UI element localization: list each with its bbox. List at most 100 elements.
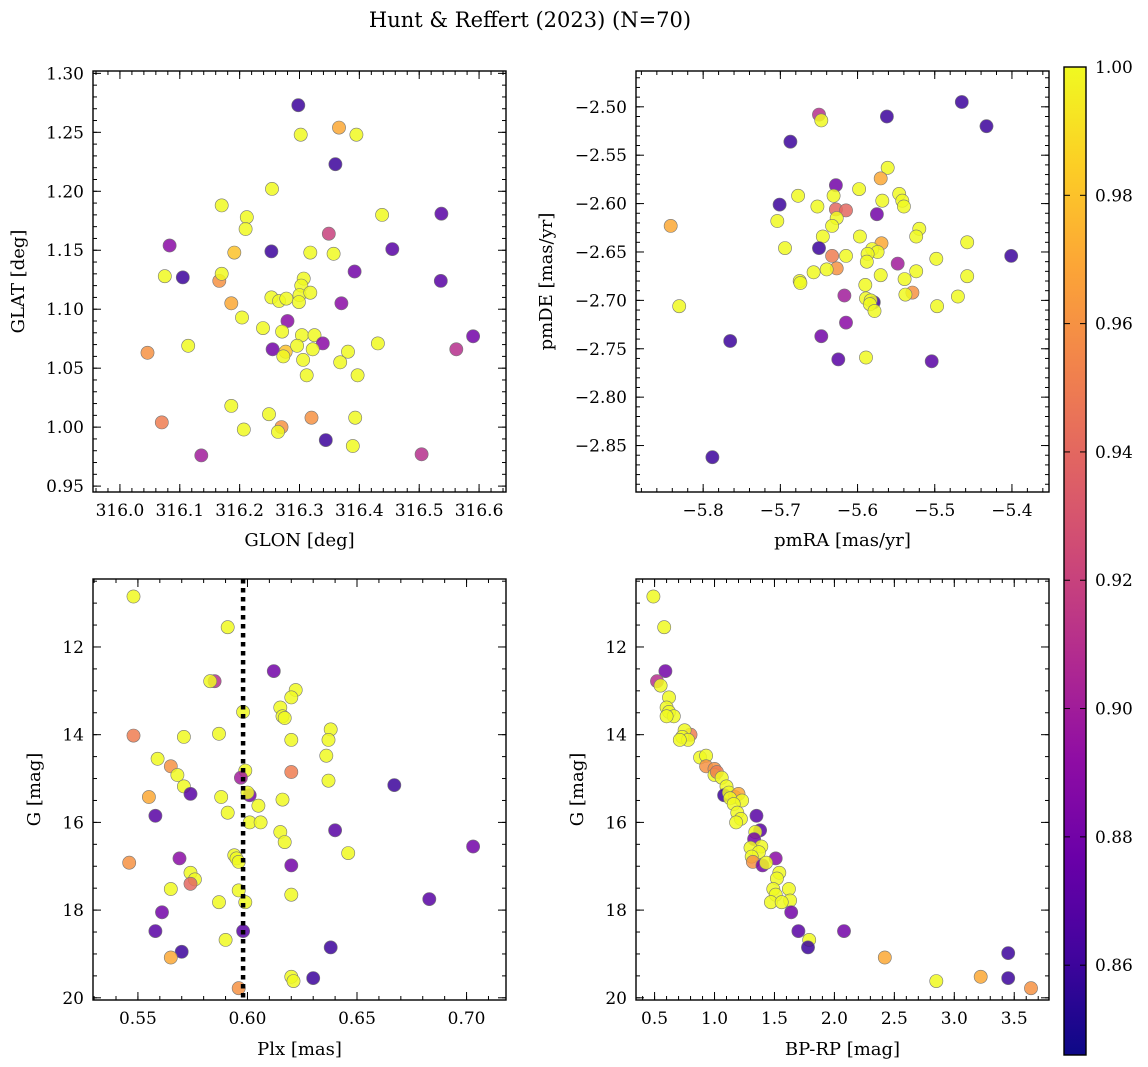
cmd-xtick-label: 2.0 xyxy=(821,1009,848,1029)
plx-point xyxy=(275,792,290,807)
sky-point xyxy=(347,264,362,279)
sky-point xyxy=(214,266,229,281)
cmd-point xyxy=(1001,946,1016,960)
pm-xtick-label: −5.5 xyxy=(914,501,955,521)
pm-point xyxy=(954,95,969,109)
cmd-point xyxy=(1001,971,1016,985)
sky-ytick-label: 1.25 xyxy=(46,123,84,143)
pm-point xyxy=(723,334,738,348)
pm-point xyxy=(873,171,888,186)
plx-point xyxy=(141,790,156,804)
plx-point xyxy=(170,768,185,782)
plx-point xyxy=(319,748,334,763)
sky-ytick-label: 1.00 xyxy=(46,418,84,438)
plx-point xyxy=(218,933,233,947)
cmd-ytick-label: 12 xyxy=(605,638,627,658)
pm-point xyxy=(837,288,852,303)
pm-point xyxy=(859,254,874,269)
cmd-point xyxy=(759,855,773,870)
plx-point xyxy=(148,924,163,938)
cmd-point xyxy=(1024,981,1038,996)
pm-xlabel: pmRA [mas/yr] xyxy=(774,530,911,551)
plx-point xyxy=(321,773,336,788)
sky-point xyxy=(265,342,280,357)
plx-point xyxy=(220,620,235,635)
plx-ytick-label: 18 xyxy=(62,901,84,921)
pm-point xyxy=(960,269,975,284)
colorbar-gradient xyxy=(1064,67,1086,1055)
sky-point xyxy=(345,439,360,453)
plx-point xyxy=(341,846,356,860)
pm-point xyxy=(772,197,787,212)
cmd-point xyxy=(672,733,687,747)
sky-ytick-label: 0.95 xyxy=(46,477,84,497)
pm-point xyxy=(815,229,830,244)
sky-point xyxy=(238,222,253,236)
plx-xtick-label: 0.60 xyxy=(229,1009,267,1029)
pm-point xyxy=(663,218,678,233)
pm-point xyxy=(897,199,911,214)
cmd-xtick-label: 3.0 xyxy=(941,1009,968,1029)
sky-point xyxy=(303,285,318,300)
plx-point xyxy=(284,733,299,747)
colorbar-tick-label: 0.96 xyxy=(1095,315,1133,335)
pm-point xyxy=(814,329,829,344)
sky-point xyxy=(349,127,364,142)
pm-point xyxy=(672,299,687,314)
sky-point xyxy=(433,273,448,288)
pm-ytick-label: −2.50 xyxy=(575,98,627,118)
sky-point xyxy=(264,244,279,259)
pm-point xyxy=(960,235,975,250)
sky-point xyxy=(262,407,276,422)
pm-point xyxy=(812,241,826,255)
sky-point xyxy=(276,349,291,364)
cmd-point xyxy=(749,808,764,823)
cmd-ytick-label: 18 xyxy=(605,901,627,921)
sky-point xyxy=(449,342,464,357)
sky-ytick-label: 1.10 xyxy=(46,300,84,320)
pm-xtick-label: −5.4 xyxy=(991,501,1032,521)
pm-point xyxy=(897,272,912,286)
pm-point xyxy=(783,134,798,149)
sky-point xyxy=(303,245,318,260)
pm-point xyxy=(951,289,965,304)
sky-point xyxy=(265,181,279,196)
cmd-point xyxy=(729,815,743,830)
cmd-point xyxy=(877,950,892,965)
cmd-xtick-label: 3.5 xyxy=(1001,1009,1028,1029)
sky-point xyxy=(304,410,319,425)
sky-point xyxy=(296,352,310,367)
plx-ytick-label: 20 xyxy=(62,989,84,1009)
pm-point xyxy=(793,276,808,290)
cmd-point xyxy=(782,882,796,896)
sky-point xyxy=(333,355,348,370)
cmd-xlabel: BP-RP [mag] xyxy=(785,1039,900,1060)
plx-point xyxy=(174,944,189,959)
pm-point xyxy=(825,218,839,233)
sky-point xyxy=(175,270,190,285)
plx-point xyxy=(466,839,480,854)
pm-point xyxy=(839,203,853,218)
pm-point xyxy=(852,182,866,196)
sky-ticks: 316.0 316.1 316.2 316.3 316.4 316.5 316.6 0.95 1… xyxy=(46,64,506,521)
pm-point xyxy=(791,188,805,203)
sky-point xyxy=(275,324,289,339)
cmd-ticks: 0.5 1.0 1.5 2.0 2.5 3.0 3.5 12 14 16 18 20 xyxy=(605,579,1049,1029)
sky-point xyxy=(348,410,363,425)
plx-ylabel: G [mag] xyxy=(24,753,45,826)
cmd-point xyxy=(791,924,806,938)
plx-point xyxy=(214,790,229,804)
plx-point xyxy=(212,726,226,741)
sky-point xyxy=(305,342,320,357)
plx-ticks: 0.55 0.60 0.65 0.70 12 14 16 18 20 xyxy=(62,579,506,1029)
pm-point xyxy=(924,354,939,369)
pm-ytick-label: −2.75 xyxy=(575,340,627,360)
cmd-point xyxy=(657,620,672,635)
sky-point xyxy=(154,415,169,430)
sky-point xyxy=(299,368,314,383)
colorbar-tick-label: 0.90 xyxy=(1095,700,1133,720)
plx-point xyxy=(122,855,137,870)
sky-point xyxy=(227,245,242,260)
sky-point xyxy=(434,206,449,221)
cmd-point xyxy=(801,940,815,955)
